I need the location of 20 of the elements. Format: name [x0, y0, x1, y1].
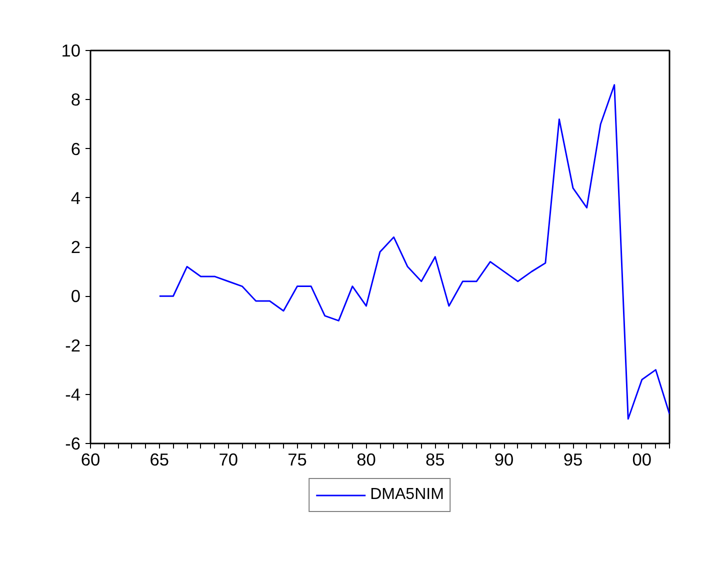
line-series	[158, 84, 670, 420]
x-tick-label: 65	[150, 450, 170, 470]
y-tick-label: 0	[70, 286, 81, 306]
x-tick-label: 80	[356, 450, 376, 470]
legend-label: DMA5NIM	[370, 486, 444, 504]
x-tick-label: 60	[80, 450, 100, 470]
x-tick-label: 00	[632, 450, 652, 470]
y-tick-label: 4	[70, 188, 81, 208]
y-tick-label: -2	[65, 335, 81, 356]
y-tick-label: 6	[70, 138, 81, 159]
x-tick-label: 95	[563, 450, 583, 470]
y-tick-label: 2	[70, 237, 81, 257]
y-tick-label: -6	[65, 434, 81, 454]
x-tick-label: 85	[426, 450, 445, 470]
y-tick-label: -4	[65, 384, 81, 404]
x-tick-label: 70	[218, 450, 238, 470]
x-tick-label: 90	[494, 450, 514, 470]
x-tick-label: 75	[288, 450, 307, 470]
y-tick-label: 10	[61, 40, 81, 60]
y-tick-label: 8	[70, 90, 81, 110]
